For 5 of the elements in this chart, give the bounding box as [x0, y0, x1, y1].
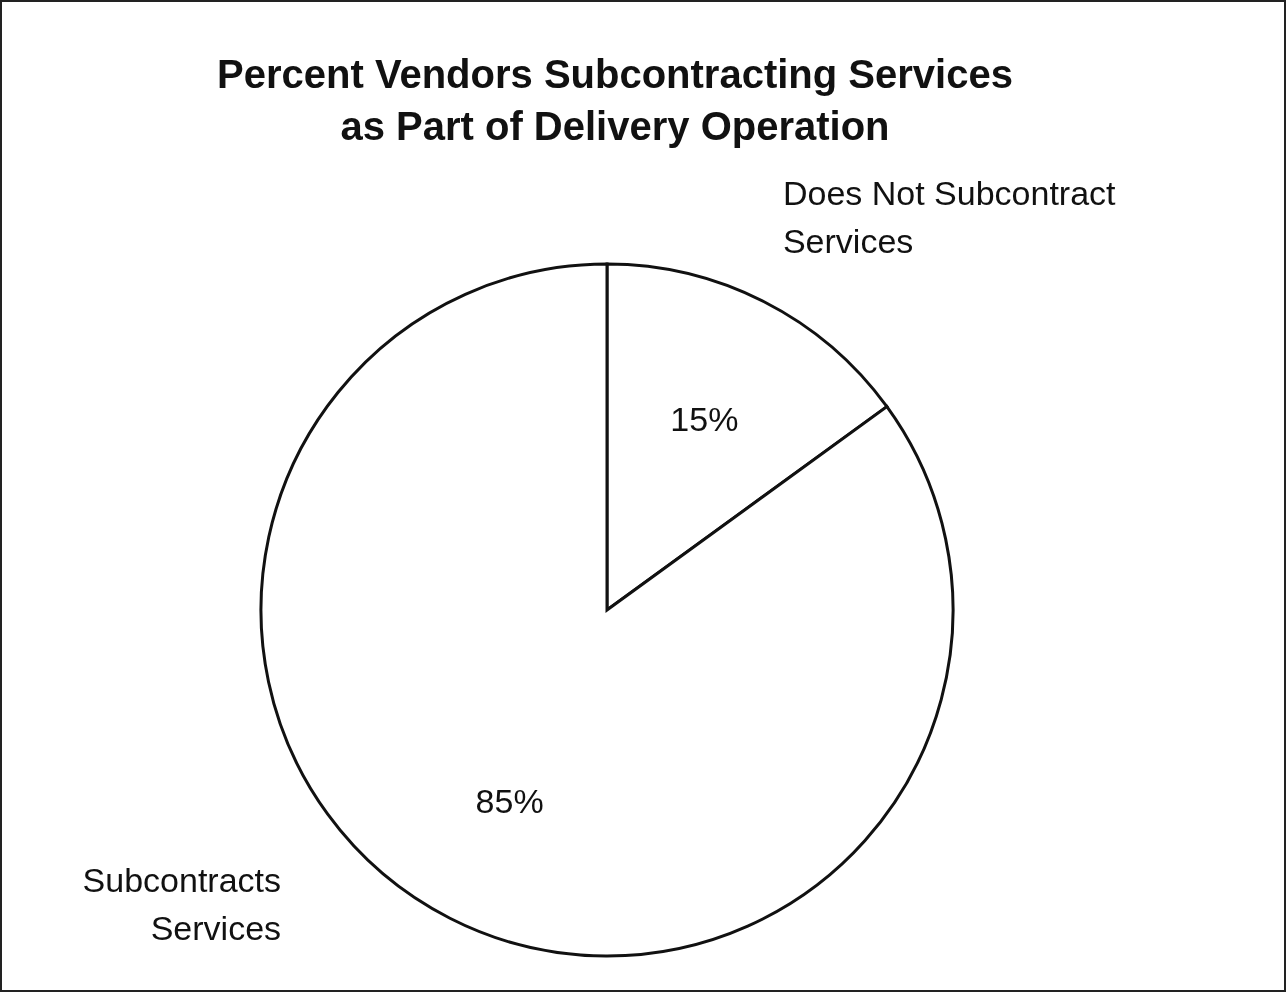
chart-title: Percent Vendors Subcontracting Services as Part of Delivery Operation [216, 51, 1014, 150]
data-label: 85% [475, 782, 544, 821]
slice-label: Subcontracts Services [82, 861, 282, 947]
data-label: 15% [670, 399, 739, 438]
slice-label: Does Not Subcontract Services [782, 173, 1117, 260]
